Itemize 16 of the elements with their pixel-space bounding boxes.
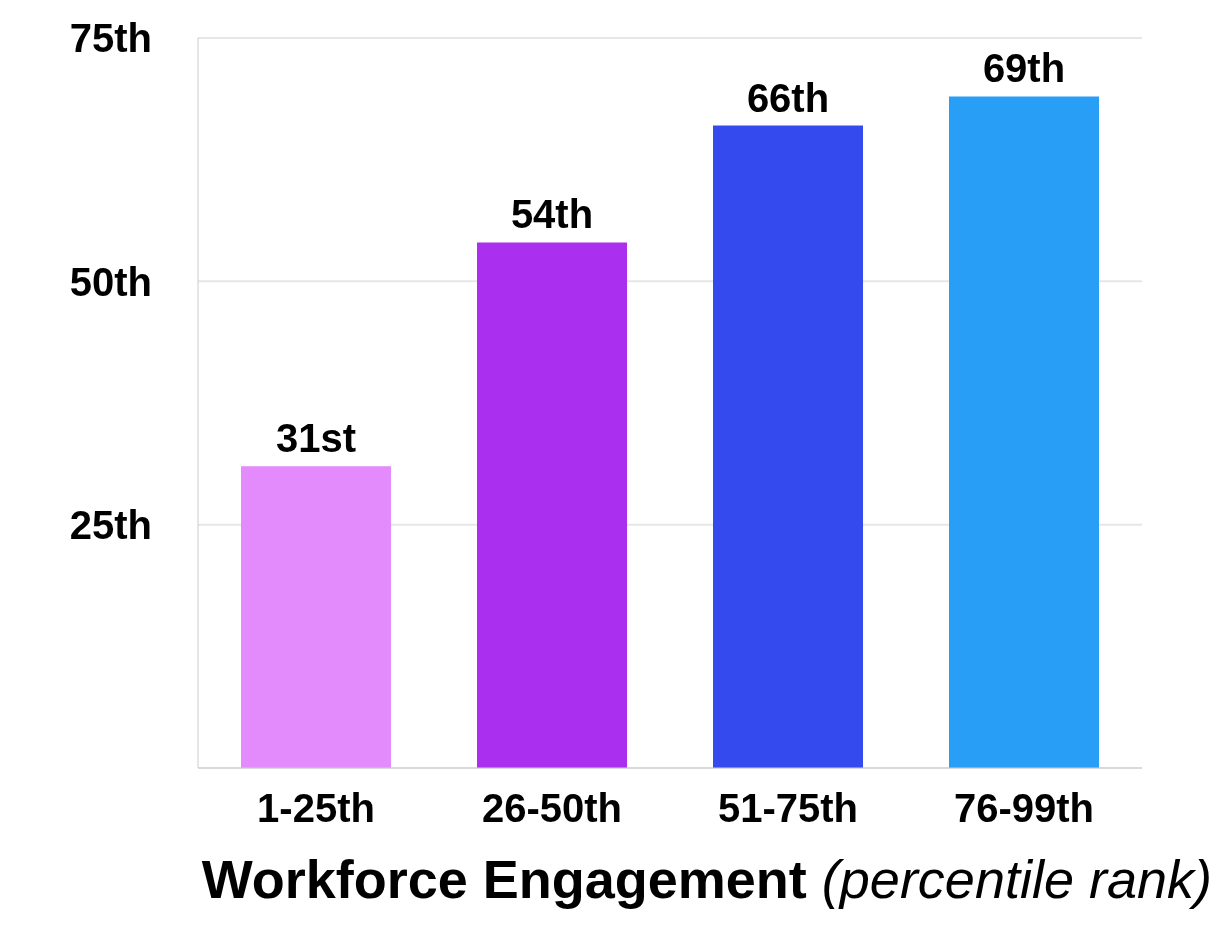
y-tick-label: 75th (69, 16, 152, 61)
bar (477, 242, 627, 768)
bar (949, 96, 1099, 768)
x-tick-label: 51-75th (717, 786, 859, 831)
y-tick-label: 25th (69, 502, 152, 547)
data-label: 54th (510, 192, 594, 237)
data-label: 69th (982, 46, 1066, 91)
bar (713, 125, 863, 768)
data-label: 66th (746, 75, 830, 120)
data-label: 31st (275, 416, 357, 461)
x-axis-title: Workforce Engagement (percentile rank) (201, 849, 1212, 909)
x-tick-label: 76-99th (953, 786, 1095, 831)
x-tick-label: 26-50th (481, 786, 623, 831)
bar (241, 466, 391, 768)
x-tick-label: 1-25th (257, 786, 375, 831)
y-tick-label: 50th (69, 259, 152, 304)
